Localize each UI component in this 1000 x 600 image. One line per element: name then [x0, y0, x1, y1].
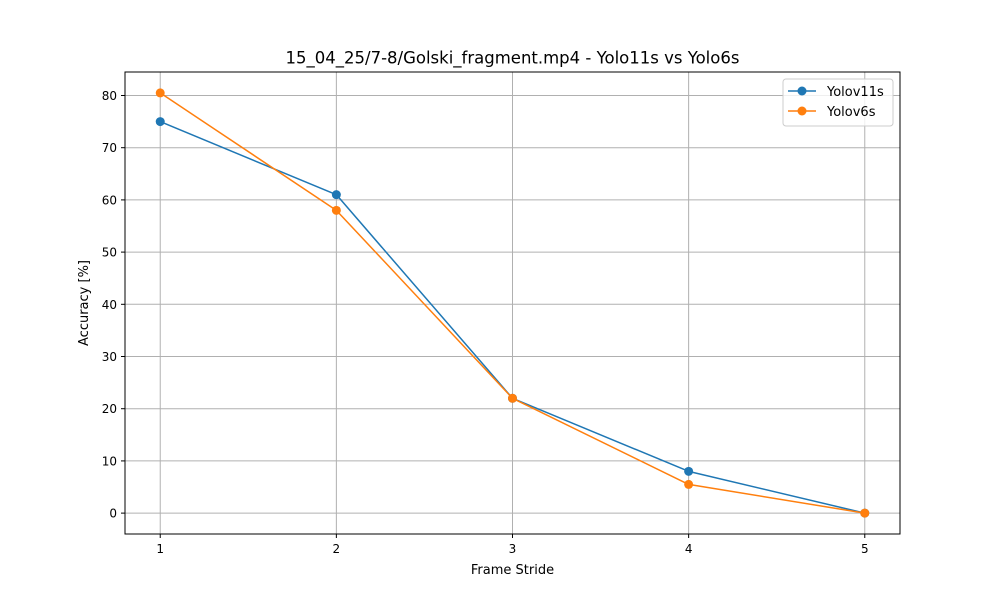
legend-label-yolov6s: Yolov6s — [826, 105, 876, 120]
y-tick-label: 70 — [102, 141, 117, 155]
y-tick-label: 10 — [102, 454, 117, 468]
plot-series — [155, 88, 870, 518]
x-tick-label: 3 — [509, 542, 517, 556]
legend-marker-yolov6s — [797, 106, 807, 116]
data-point-yolov6s — [331, 205, 341, 215]
data-point-yolov11s — [684, 466, 694, 476]
data-point-yolov6s — [155, 88, 165, 98]
y-tick-label: 60 — [102, 193, 117, 207]
x-tick-label: 1 — [156, 542, 164, 556]
y-tick-label: 50 — [102, 246, 117, 260]
x-tick-label: 5 — [861, 542, 869, 556]
y-tick-label: 20 — [102, 402, 117, 416]
chart-title: 15_04_25/7-8/Golski_fragment.mp4 - Yolo1… — [286, 49, 740, 69]
x-tick-label: 4 — [685, 542, 693, 556]
y-axis-label: Accuracy [%] — [77, 260, 92, 346]
x-tick-label: 2 — [333, 542, 341, 556]
data-point-yolov11s — [155, 117, 165, 127]
legend-label-yolov11s: Yolov11s — [826, 85, 884, 100]
y-tick-label: 30 — [102, 350, 117, 364]
y-tick-label: 40 — [102, 298, 117, 312]
y-tick-label: 0 — [109, 507, 117, 521]
x-axis-label: Frame Stride — [471, 563, 554, 578]
data-point-yolov11s — [331, 190, 341, 200]
legend-marker-yolov11s — [797, 86, 807, 96]
legend: Yolov11s Yolov6s — [782, 78, 894, 127]
data-point-yolov6s — [684, 479, 694, 489]
grid-lines — [125, 72, 900, 534]
y-tick-label: 80 — [102, 89, 117, 103]
data-point-yolov6s — [508, 393, 517, 403]
data-point-yolov6s — [860, 508, 870, 518]
